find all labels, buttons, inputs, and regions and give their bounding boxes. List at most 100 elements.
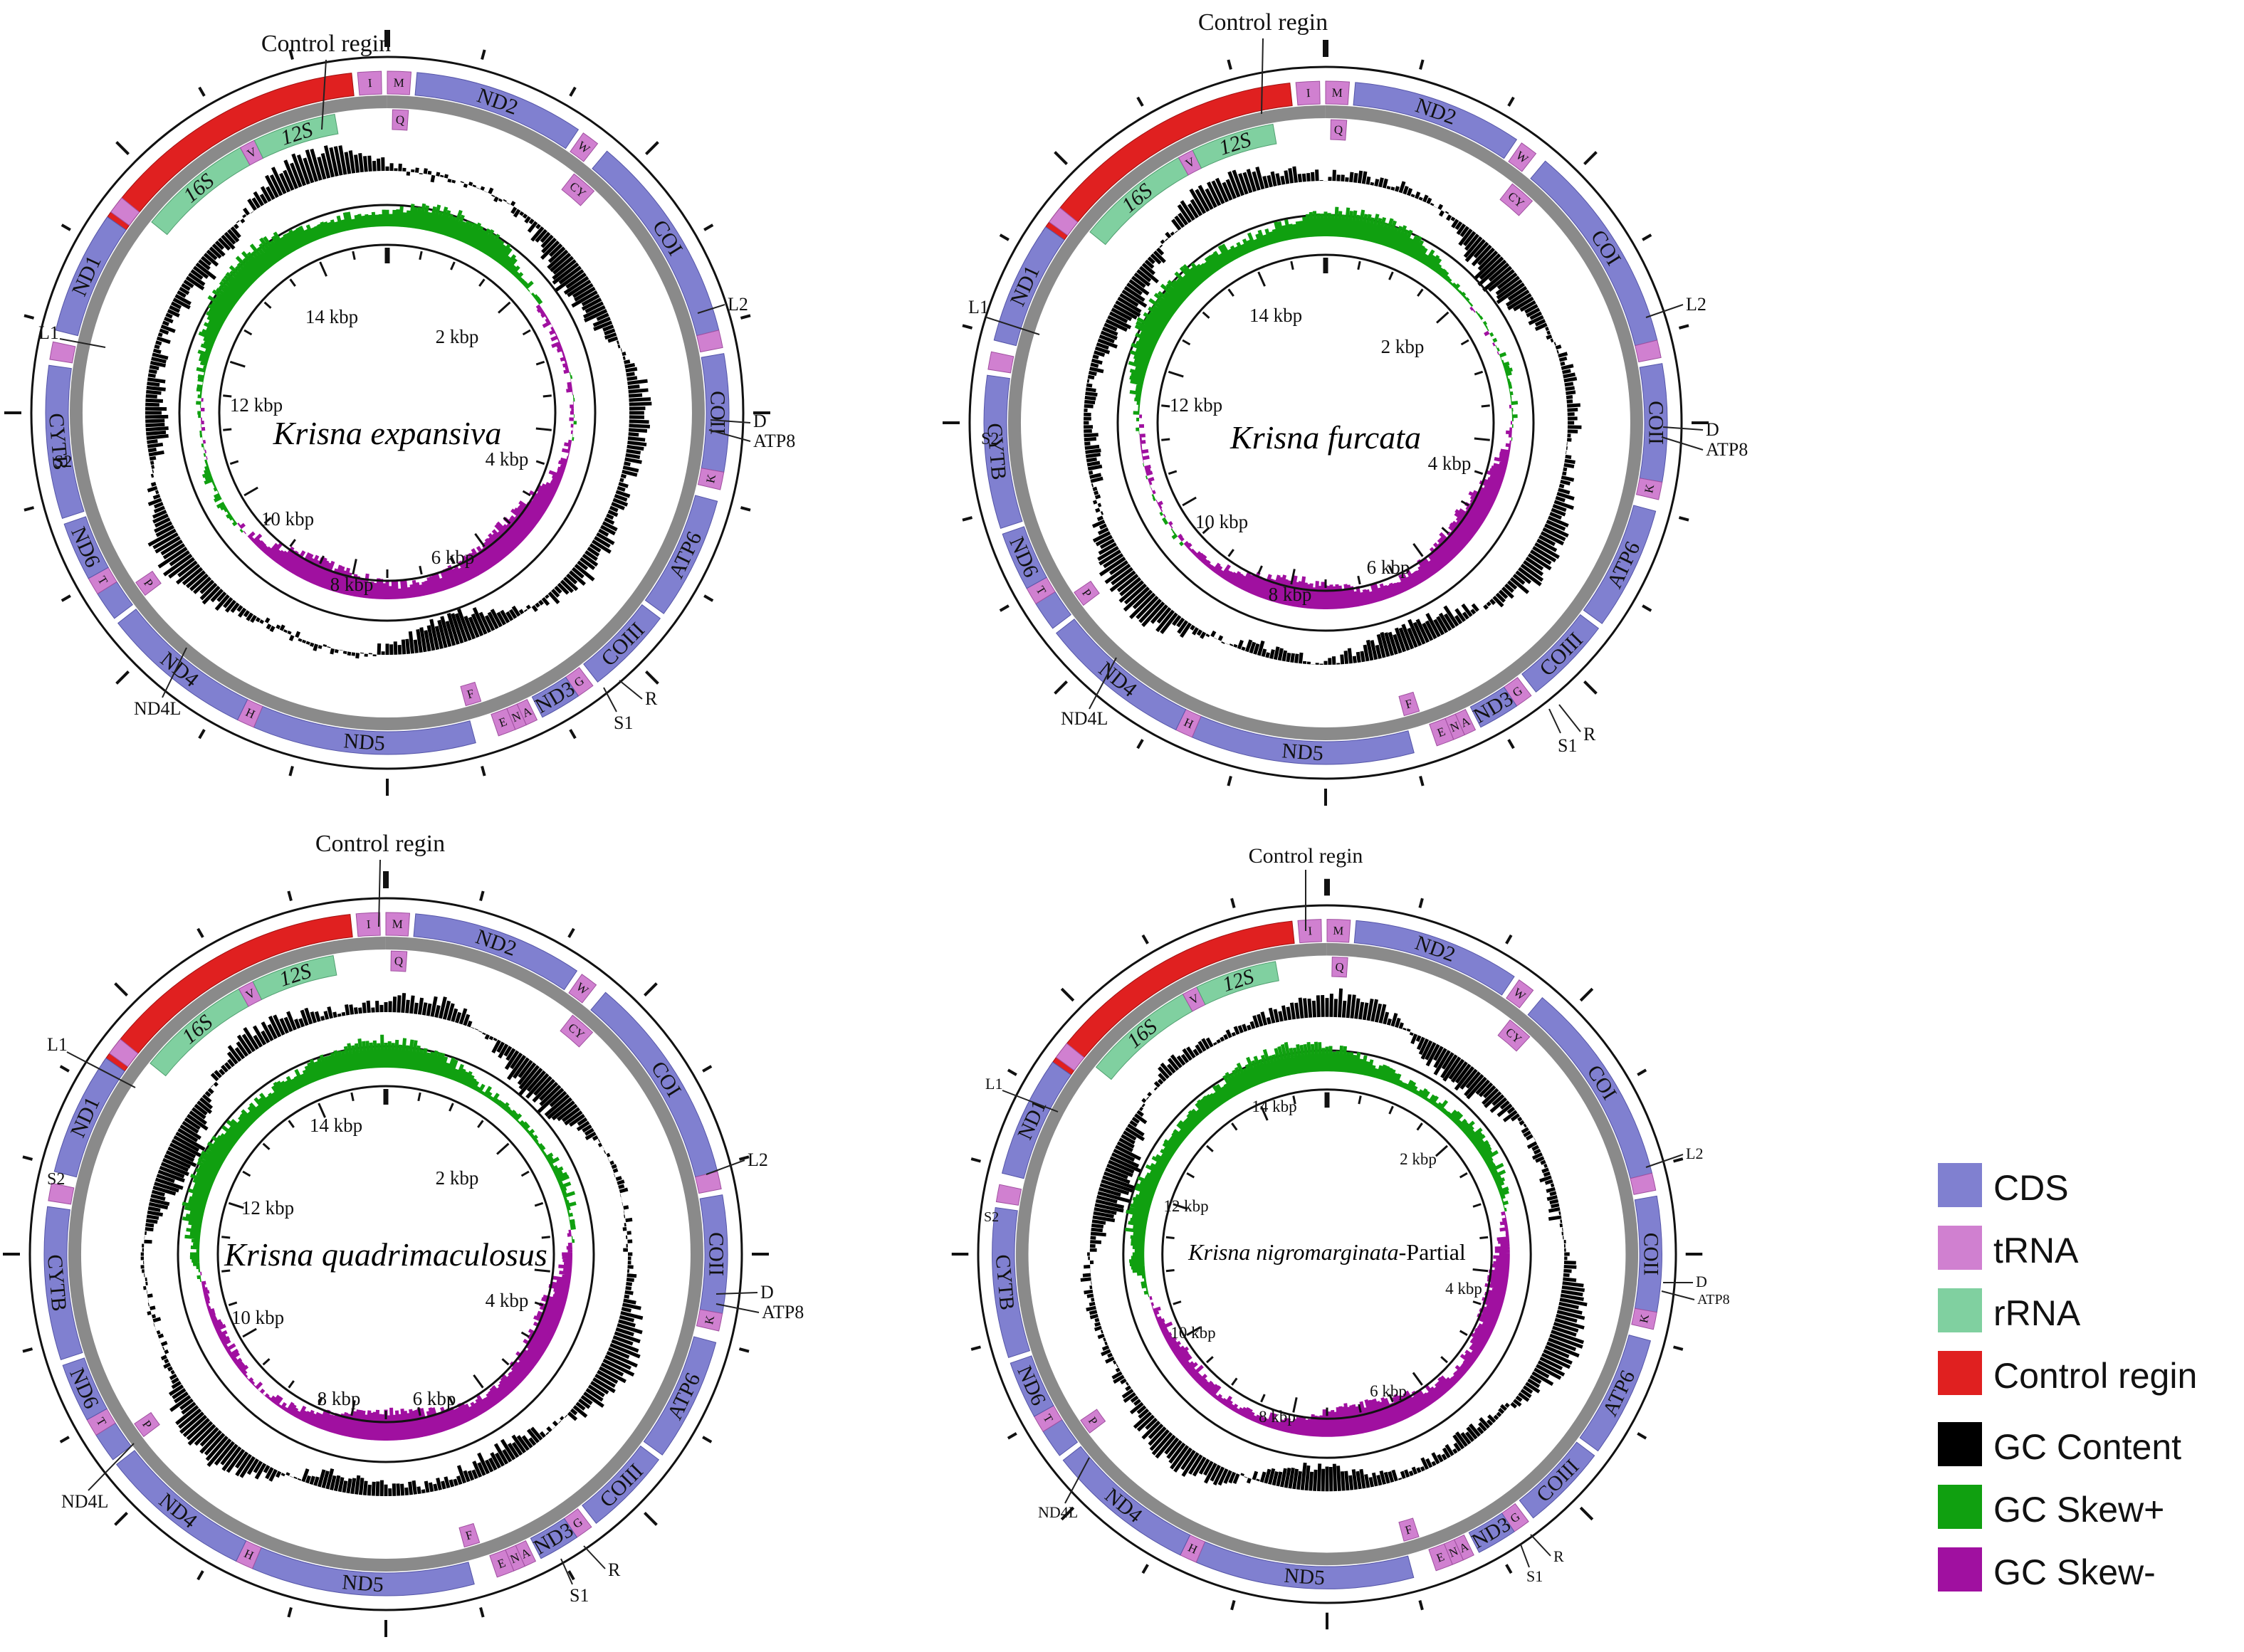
scale-tick xyxy=(1227,288,1234,297)
kbp-4: 4 kbp xyxy=(1445,1280,1482,1298)
scale-tick xyxy=(520,1331,530,1338)
outer-tick xyxy=(22,1155,33,1161)
feature-label-i: I xyxy=(366,917,371,931)
feature-label-q: Q xyxy=(1335,960,1344,974)
feature-q xyxy=(1330,119,1348,141)
scale-tick xyxy=(318,1103,326,1118)
legend-label-cds: CDS xyxy=(1993,1168,2069,1208)
feature-label-cytb: CYTB xyxy=(43,1253,71,1312)
feature-i xyxy=(355,912,381,937)
scale-tick xyxy=(1173,1300,1182,1305)
l1-label: L1 xyxy=(47,1034,68,1055)
outer-tick xyxy=(738,1347,750,1353)
feature-12s xyxy=(252,954,337,1000)
gc-content-track xyxy=(1080,988,1588,1492)
legend-item-gc-skew-neg: GC Skew- xyxy=(1938,1547,2156,1592)
scale-tick xyxy=(1292,1095,1296,1105)
scale-tick xyxy=(1186,1172,1195,1179)
s2-label: S2 xyxy=(984,1209,999,1225)
legend-label-control: Control regin xyxy=(1993,1356,2197,1396)
outer-tick xyxy=(1583,151,1598,165)
feature-label-k: K xyxy=(1637,1313,1652,1325)
kbp-6: 6 kbp xyxy=(431,547,475,568)
scale-tick xyxy=(1417,288,1424,297)
feature-nd4 xyxy=(1062,1446,1191,1556)
scale-tick xyxy=(1436,311,1449,324)
outer-tick xyxy=(962,516,973,522)
feature-cy xyxy=(560,1014,594,1048)
kbp-14: 14 kbp xyxy=(1252,1098,1296,1115)
control-region-label: Control regin xyxy=(315,831,445,857)
outer-tick xyxy=(196,1570,204,1581)
outer-tick xyxy=(1227,775,1232,786)
scale-tick xyxy=(289,278,296,287)
scale-tick xyxy=(221,1269,231,1273)
scale-tick xyxy=(243,329,253,336)
outer-tick xyxy=(1136,96,1144,107)
outer-tick xyxy=(1054,680,1068,695)
scale-tick xyxy=(1292,1396,1298,1413)
l1-label: L1 xyxy=(968,297,989,317)
r-label: R xyxy=(1583,724,1596,745)
scale-tick xyxy=(501,1358,510,1366)
gc-content-track xyxy=(140,993,644,1496)
scale-tick xyxy=(1231,1377,1238,1386)
scale-ring xyxy=(1156,253,1495,592)
scale-tick xyxy=(534,1268,550,1273)
scale-tick xyxy=(1479,1236,1489,1239)
scale-tick xyxy=(449,1396,454,1406)
species-name: Krisna furcata xyxy=(1230,419,1421,456)
feature-label-coii: COII xyxy=(1640,1233,1662,1275)
feature-nd6 xyxy=(63,516,109,579)
feature-label-m: M xyxy=(392,917,403,932)
feature-q xyxy=(1331,957,1348,978)
feature-m xyxy=(1325,80,1351,105)
scale-tick xyxy=(242,1327,257,1338)
feature-label-m: M xyxy=(393,76,404,90)
species-name: Krisna expansiva xyxy=(273,415,502,451)
kbp-10: 10 kbp xyxy=(1195,511,1248,532)
outer-tick xyxy=(644,982,658,996)
legend-swatch-control xyxy=(1938,1351,1982,1395)
feature-cy xyxy=(1497,1019,1531,1052)
outer-tick xyxy=(1673,1345,1684,1351)
feature-s2 xyxy=(48,1182,75,1205)
feature-l1 xyxy=(1048,207,1079,236)
feature-label-nd5: ND5 xyxy=(1284,1564,1326,1590)
feature-label-q: Q xyxy=(1333,123,1343,137)
feature-k xyxy=(1631,1308,1657,1330)
feature-label-k: K xyxy=(702,1314,717,1326)
feature-i xyxy=(1295,80,1321,106)
kbp-14: 14 kbp xyxy=(1249,305,1302,326)
l1-label: L1 xyxy=(985,1075,1002,1093)
outer-ring xyxy=(30,56,745,770)
feature-nd1 xyxy=(993,226,1065,347)
outer-tick xyxy=(479,890,485,902)
l2-label: L2 xyxy=(748,1149,768,1170)
outer-tick xyxy=(645,670,659,685)
outer-tick xyxy=(1637,1432,1647,1440)
kbp-4: 4 kbp xyxy=(1428,453,1472,474)
outer-tick xyxy=(196,927,204,938)
scale-tick xyxy=(1357,575,1361,585)
outer-tick xyxy=(115,141,130,155)
legend-item-gc-content: GC Content xyxy=(1938,1422,2181,1467)
kbp-2: 2 kbp xyxy=(1400,1150,1437,1168)
feature-cytb xyxy=(992,1206,1031,1358)
kbp-12: 12 kbp xyxy=(1163,1197,1208,1215)
d-label: D xyxy=(760,1282,774,1303)
scale-tick xyxy=(1165,1269,1175,1273)
feature-cy xyxy=(561,173,595,206)
feature-l2 xyxy=(1635,340,1662,363)
scale-tick xyxy=(503,517,511,525)
l2-label: L2 xyxy=(1686,294,1706,315)
feature-l1 xyxy=(108,1038,139,1068)
feature-m xyxy=(387,70,412,95)
feature-f xyxy=(460,681,482,707)
kbp-4: 4 kbp xyxy=(486,448,529,470)
scale-tick xyxy=(473,1374,484,1389)
outer-tick xyxy=(1507,739,1515,749)
legend-swatch-rrna xyxy=(1938,1288,1982,1332)
kbp-6: 6 kbp xyxy=(1370,1382,1407,1400)
